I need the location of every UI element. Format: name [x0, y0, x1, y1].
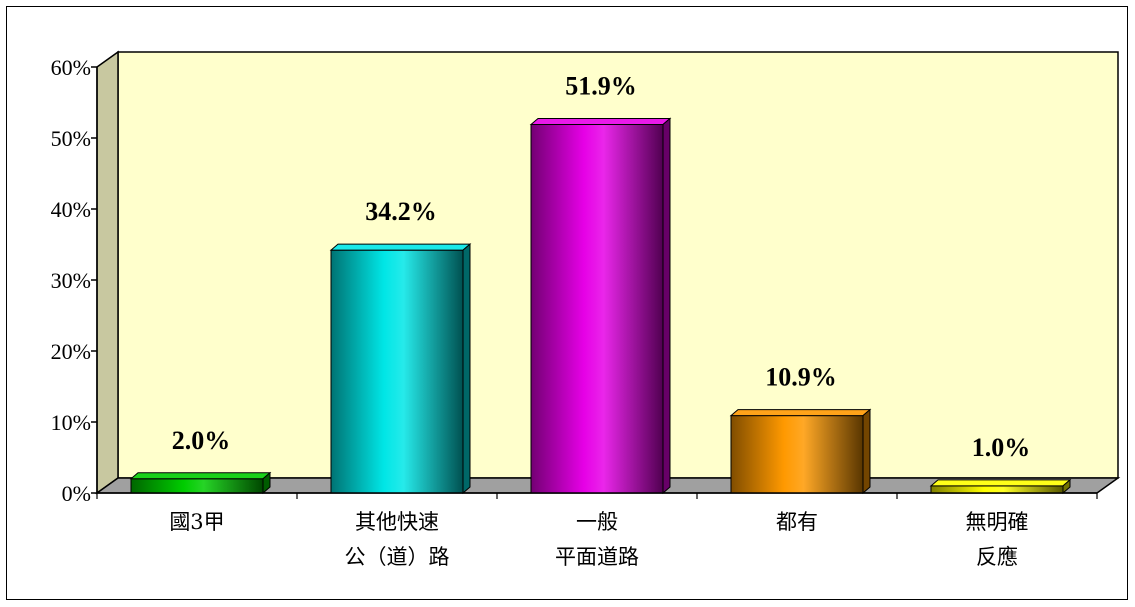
x-category-label: 一般	[576, 510, 618, 534]
data-label: 2.0%	[172, 426, 231, 455]
bar-side	[662, 117, 671, 495]
bar-1	[129, 471, 272, 495]
bar-side	[1062, 478, 1071, 495]
x-category-label: 都有	[776, 510, 818, 534]
bar-top	[129, 472, 272, 480]
data-label: 10.9%	[765, 363, 837, 392]
y-tick-label: 30%	[51, 268, 91, 293]
data-label: 1.0%	[972, 433, 1031, 462]
y-tick-label: 40%	[51, 197, 91, 222]
x-category-label: 公（道）路	[345, 545, 450, 569]
y-tick-label: 10%	[51, 410, 91, 435]
bar-top	[729, 409, 872, 417]
data-label: 34.2%	[365, 197, 437, 226]
bar-2	[329, 243, 472, 495]
bar-front	[530, 124, 664, 494]
bar-front	[330, 249, 464, 494]
bars: 2.0% 34.2% 51.9% 10.9% 1.0%	[129, 72, 1072, 495]
x-category-label: 平面道路	[555, 545, 639, 569]
bar-side	[862, 408, 871, 495]
x-category-label: 國3甲	[169, 510, 224, 534]
y-tick-label: 0%	[62, 481, 91, 506]
bar-top	[529, 118, 672, 126]
x-category-label: 其他快速	[355, 510, 439, 534]
bar-front	[130, 478, 264, 494]
bar-5	[929, 478, 1072, 495]
bar-side	[262, 471, 271, 495]
x-category-label: 反應	[976, 545, 1018, 569]
y-tick-label: 50%	[51, 126, 91, 151]
bar-top	[929, 479, 1072, 487]
bar-front	[930, 485, 1064, 494]
x-category-label: 無明確	[966, 510, 1029, 534]
y-tick-label: 60%	[51, 55, 91, 80]
data-label: 51.9%	[565, 72, 637, 101]
bar-4	[729, 408, 872, 495]
y-axis: 0% 10% 20% 30% 40% 50% 60%	[51, 55, 98, 506]
y-tick-label: 20%	[51, 339, 91, 364]
bar-side	[462, 243, 471, 495]
bar-3	[529, 117, 672, 495]
bar-front	[730, 415, 864, 494]
bar-top	[329, 243, 472, 251]
side-wall	[96, 50, 119, 495]
